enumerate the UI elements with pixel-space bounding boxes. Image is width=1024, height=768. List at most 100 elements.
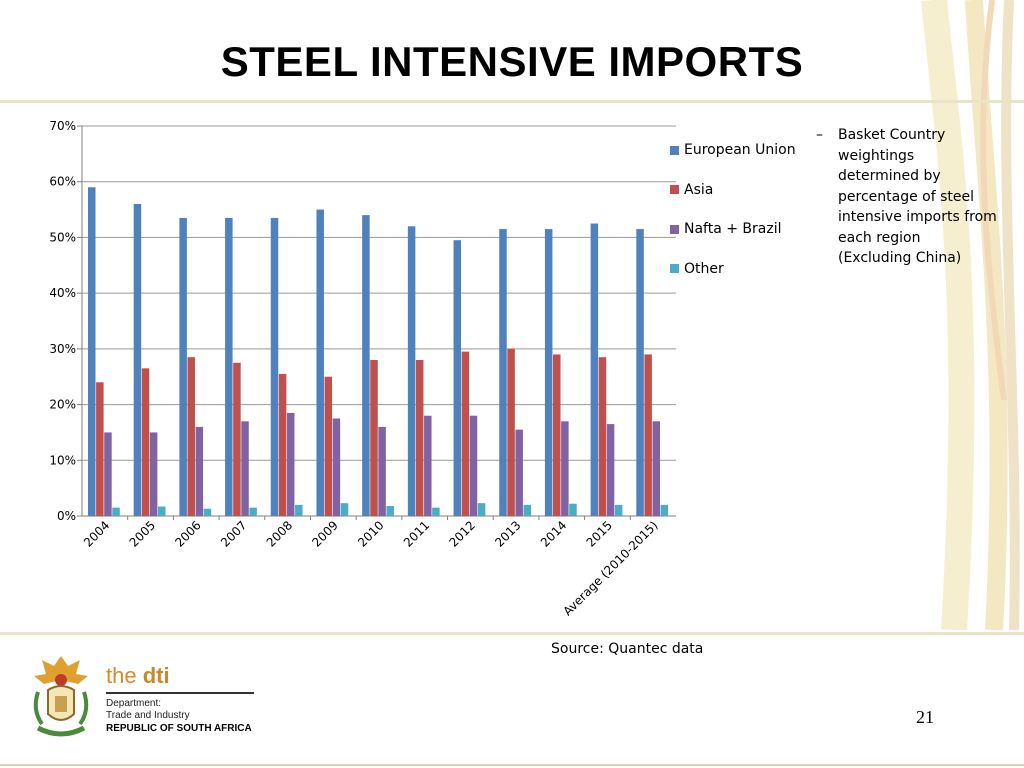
bar [241,421,249,516]
bar [461,351,470,516]
bar [424,415,432,516]
bar [249,507,257,516]
coat-of-arms-logo [33,656,89,737]
bar [569,503,577,516]
y-tick-label: 20% [49,398,76,412]
bar [370,360,378,516]
bar [332,418,341,516]
basket-note: – Basket Country weightings determined b… [816,125,998,269]
source-caption: Source: Quantec data [551,641,704,657]
logo-rule [106,692,254,694]
bar [561,421,569,516]
bar [133,204,142,516]
legend-label: European Union [684,142,796,158]
bar [141,368,150,516]
bar [295,504,303,516]
x-tick-label: 2009 [309,518,340,549]
bottom-divider [0,764,1024,766]
bar [157,506,166,516]
x-tick-label: Average (2010-2015) [560,518,660,618]
bar [652,421,661,516]
x-tick-label: 2008 [264,518,295,549]
legend-label: Other [684,260,724,277]
bar-chart: 0% 10% 20% 30% 40% 50% 60% 70% 2004 2005 2006 2007 2… [49,119,676,619]
x-tick-label: 2014 [538,518,569,549]
bar [362,215,370,516]
bar [88,187,96,516]
legend-swatch [670,264,679,273]
bar [469,415,478,516]
x-tick-label: 2007 [218,518,249,549]
brand-the: the [106,663,143,688]
y-tick-label: 30% [49,342,76,356]
decorative-ribbons [921,0,1020,630]
legend-swatch [670,224,679,234]
slide-title: STEEL INTENSIVE IMPORTS [220,38,804,85]
bar [340,503,349,516]
bar [378,426,386,516]
bar [286,412,295,516]
x-tick-label: 2004 [81,518,112,549]
bar [316,209,324,517]
x-tick-label: 2015 [584,518,615,549]
y-tick-label: 60% [49,175,76,189]
bar [149,432,158,516]
bar [660,504,669,516]
y-tick-label: 10% [49,453,76,467]
title-divider [0,100,1024,103]
x-tick-label: 2005 [127,518,158,549]
y-tick-label: 70% [49,119,76,133]
x-tick-label: 2013 [492,518,523,549]
logo-trade-industry: Trade and Industry [106,710,190,721]
dti-brand: the dti [106,664,266,688]
bar [499,229,507,517]
bar [96,382,104,516]
note-bullet: – [816,127,823,143]
x-tick-label: 2010 [355,518,386,549]
legend-label: Nafta + Brazil [684,221,782,237]
legend-item-asia: Asia [670,180,830,200]
note-text: Basket Country weightings determined by … [838,127,997,266]
footer-divider [0,632,1024,635]
bar [270,217,279,516]
y-tick-label: 40% [49,286,76,300]
bar [386,505,394,516]
bar [112,507,120,516]
bar [195,426,204,516]
bar [614,504,623,516]
page-number: 21 [916,707,934,727]
bar [187,357,195,516]
y-tick-label: 50% [49,230,76,244]
bar [553,354,561,516]
bar [590,223,599,516]
bar [432,507,440,516]
logo-department: Department: [106,698,162,709]
bar [644,354,652,516]
bar [203,508,212,516]
x-tick-label: 2006 [172,518,203,549]
bar [606,424,615,516]
bar [324,376,333,516]
bar [407,226,416,516]
bar [523,504,532,516]
bar [515,429,523,516]
brand-dti: dti [142,663,170,688]
legend-item-nafta-brazil: Nafta + Brazil [670,219,830,239]
legend-label: Asia [684,181,714,198]
bar [453,240,462,516]
logo-republic: REPUBLIC OF SOUTH AFRICA [106,723,252,734]
bar [104,432,112,516]
bar [544,229,553,517]
bar [179,217,187,516]
x-tick-label: 2012 [446,518,477,549]
legend-item-other: Other [670,259,830,279]
bar [477,503,486,516]
legend-swatch [670,185,679,194]
chart-legend: European Union Asia Nafta + Brazil Other [670,140,830,298]
legend-item-european-union: European Union [670,140,830,160]
bar [636,229,644,517]
bar [598,357,607,516]
bar [415,360,424,516]
legend-swatch [670,145,679,155]
bar [233,362,241,516]
